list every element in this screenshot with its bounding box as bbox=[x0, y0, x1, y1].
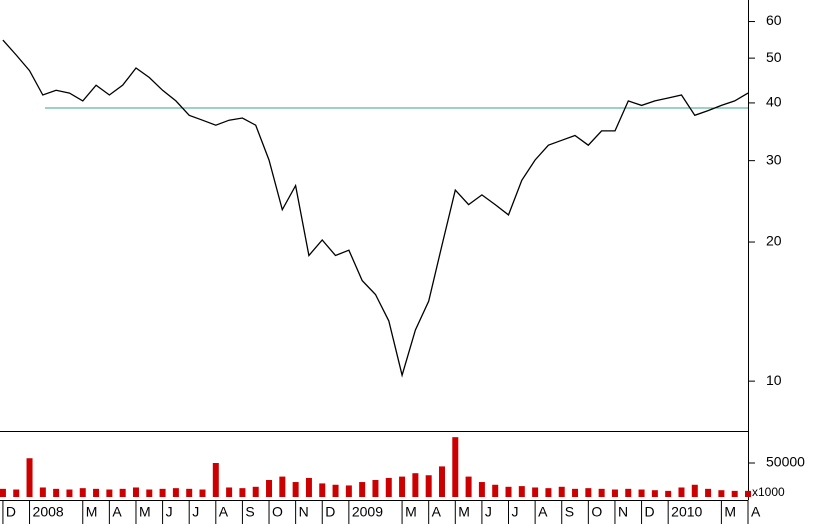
volume-bar bbox=[492, 484, 499, 497]
volume-bar bbox=[252, 486, 259, 497]
volume-bar bbox=[611, 489, 618, 497]
volume-bar bbox=[745, 490, 751, 497]
volume-bar bbox=[678, 487, 685, 497]
volume-bar bbox=[478, 482, 485, 497]
volume-bar bbox=[279, 476, 286, 497]
volume-bar bbox=[718, 490, 725, 497]
volume-bar bbox=[399, 476, 406, 497]
volume-bar bbox=[266, 480, 273, 497]
volume-bar bbox=[199, 489, 206, 497]
x-tick-label: A bbox=[432, 504, 442, 520]
volume-bar bbox=[13, 489, 20, 497]
volume-bar bbox=[412, 473, 419, 497]
volume-bar bbox=[53, 488, 60, 497]
x-tick-label: M bbox=[724, 504, 736, 520]
volume-bar bbox=[705, 488, 712, 497]
volume-bar bbox=[518, 486, 525, 497]
y-tick-label: 10 bbox=[766, 372, 782, 388]
volume-bar bbox=[332, 484, 339, 497]
x-tick-label: J bbox=[166, 504, 173, 520]
volume-bar bbox=[385, 477, 392, 497]
x-tick-label: A bbox=[538, 504, 548, 520]
volume-bar bbox=[651, 490, 658, 497]
y-tick-label: 40 bbox=[766, 94, 782, 110]
volume-bar bbox=[66, 489, 73, 497]
x-tick-label: M bbox=[405, 504, 417, 520]
x-tick-label: N bbox=[299, 504, 309, 520]
volume-bar bbox=[226, 487, 233, 497]
x-tick-label: A bbox=[112, 504, 122, 520]
volume-bar bbox=[572, 488, 579, 497]
volume-bar bbox=[585, 488, 592, 497]
x-tick-label: J bbox=[512, 504, 519, 520]
volume-bar bbox=[186, 488, 193, 497]
volume-bar bbox=[598, 488, 605, 497]
volume-unit-label: x1000 bbox=[752, 485, 785, 499]
volume-bar bbox=[731, 490, 738, 497]
volume-bar bbox=[425, 475, 432, 497]
x-tick-label: O bbox=[591, 504, 602, 520]
volume-bar bbox=[625, 488, 632, 497]
x-tick-label: M bbox=[86, 504, 98, 520]
volume-bar bbox=[159, 488, 166, 497]
volume-bar bbox=[438, 466, 445, 497]
y-tick-label: 30 bbox=[766, 151, 782, 167]
x-tick-label: J bbox=[192, 504, 199, 520]
x-tick-label: O bbox=[272, 504, 283, 520]
volume-bar bbox=[172, 488, 179, 497]
volume-bar bbox=[638, 489, 645, 497]
y-tick-label: 60 bbox=[766, 12, 782, 28]
volume-bar bbox=[372, 480, 379, 497]
x-tick-label: D bbox=[645, 504, 655, 520]
x-tick-label: 2008 bbox=[33, 504, 64, 520]
price-line bbox=[2, 39, 749, 378]
volume-bar bbox=[345, 485, 352, 497]
x-tick-label: J bbox=[485, 504, 492, 520]
volume-bar bbox=[146, 489, 153, 497]
volume-bar bbox=[239, 488, 246, 497]
volume-bar bbox=[532, 487, 539, 497]
volume-bar bbox=[106, 489, 113, 497]
volume-bar bbox=[558, 486, 565, 497]
y-tick-label: 20 bbox=[766, 233, 782, 249]
volume-bar bbox=[26, 458, 33, 497]
volume-bar bbox=[292, 482, 299, 497]
volume-bar bbox=[359, 482, 366, 497]
volume-bar bbox=[212, 463, 219, 497]
volume-bar bbox=[39, 487, 46, 497]
volume-bar bbox=[319, 483, 326, 497]
volume-bar bbox=[305, 477, 312, 497]
x-tick-label: D bbox=[6, 504, 16, 520]
volume-bar bbox=[691, 484, 698, 497]
x-tick-label: M bbox=[139, 504, 151, 520]
volume-bar bbox=[665, 490, 672, 497]
x-tick-label: 2009 bbox=[352, 504, 383, 520]
volume-bar bbox=[132, 487, 139, 497]
x-tick-label: S bbox=[245, 504, 254, 520]
x-tick-label: 2010 bbox=[671, 504, 702, 520]
x-tick-label: N bbox=[618, 504, 628, 520]
volume-bar bbox=[465, 476, 472, 497]
volume-bar bbox=[79, 488, 86, 497]
y2-tick-label: 50000 bbox=[766, 454, 805, 470]
x-tick-label: M bbox=[458, 504, 470, 520]
volume-bar bbox=[93, 488, 100, 497]
volume-bar bbox=[545, 488, 552, 497]
volume-bar bbox=[505, 486, 512, 497]
x-tick-label: D bbox=[325, 504, 335, 520]
x-tick-label: S bbox=[565, 504, 574, 520]
volume-bar bbox=[452, 437, 459, 497]
x-tick-label: A bbox=[751, 504, 761, 520]
volume-bar bbox=[119, 488, 126, 497]
y-tick-label: 50 bbox=[766, 49, 782, 65]
volume-bar bbox=[0, 488, 6, 497]
x-tick-label: A bbox=[219, 504, 229, 520]
